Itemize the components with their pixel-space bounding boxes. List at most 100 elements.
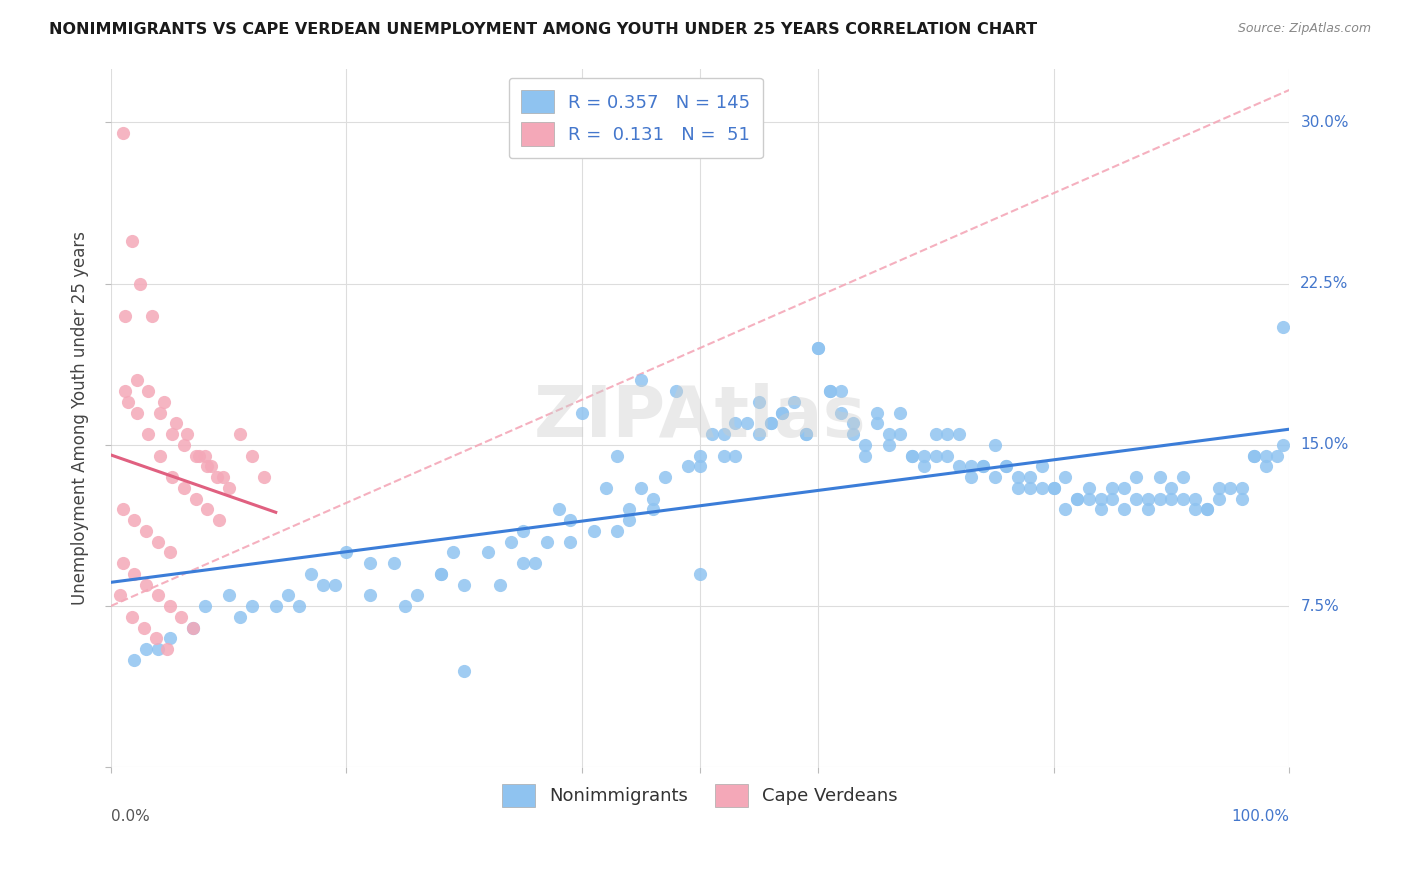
Point xyxy=(759,417,782,431)
Point xyxy=(1090,491,1112,506)
Point xyxy=(1019,481,1042,495)
Point xyxy=(853,449,876,463)
Point xyxy=(842,427,865,442)
Point xyxy=(713,449,735,463)
Point xyxy=(149,405,172,419)
Point xyxy=(536,534,558,549)
Point xyxy=(654,470,676,484)
Point xyxy=(665,384,688,398)
Point xyxy=(149,449,172,463)
Point xyxy=(748,394,770,409)
Text: ZIPAtlas: ZIPAtlas xyxy=(534,384,866,452)
Point xyxy=(794,427,817,442)
Point xyxy=(1136,491,1159,506)
Point xyxy=(912,449,935,463)
Point xyxy=(453,577,475,591)
Point xyxy=(124,513,146,527)
Point xyxy=(121,234,143,248)
Point xyxy=(1230,491,1253,506)
Point xyxy=(972,459,994,474)
Point xyxy=(1160,481,1182,495)
Point xyxy=(595,481,617,495)
Point xyxy=(125,373,148,387)
Point xyxy=(160,427,183,442)
Point xyxy=(936,449,959,463)
Point xyxy=(842,417,865,431)
Point xyxy=(619,502,641,516)
Point xyxy=(560,534,582,549)
Point xyxy=(229,609,252,624)
Point xyxy=(406,588,429,602)
Point xyxy=(1031,481,1053,495)
Point xyxy=(948,459,970,474)
Point xyxy=(1149,491,1171,506)
Point xyxy=(323,577,346,591)
Point xyxy=(889,405,911,419)
Point xyxy=(382,556,405,570)
Point xyxy=(1267,449,1289,463)
Point xyxy=(960,459,983,474)
Point xyxy=(866,405,889,419)
Point xyxy=(1077,481,1099,495)
Point xyxy=(156,642,179,657)
Point xyxy=(132,620,155,634)
Point xyxy=(125,405,148,419)
Point xyxy=(181,620,204,634)
Point xyxy=(689,459,711,474)
Point xyxy=(1195,502,1218,516)
Point xyxy=(735,417,758,431)
Point xyxy=(830,405,852,419)
Point xyxy=(877,427,900,442)
Point xyxy=(641,491,664,506)
Point xyxy=(1136,502,1159,516)
Point xyxy=(924,449,946,463)
Point xyxy=(1230,481,1253,495)
Point xyxy=(184,449,207,463)
Point xyxy=(983,470,1005,484)
Point xyxy=(1007,481,1029,495)
Point xyxy=(146,534,169,549)
Point xyxy=(197,459,219,474)
Point xyxy=(170,609,193,624)
Point xyxy=(197,502,219,516)
Point xyxy=(200,459,222,474)
Point xyxy=(453,664,475,678)
Point xyxy=(866,417,889,431)
Point xyxy=(606,449,628,463)
Point xyxy=(141,309,163,323)
Point xyxy=(619,513,641,527)
Point xyxy=(700,427,723,442)
Point xyxy=(877,438,900,452)
Point xyxy=(218,588,240,602)
Point xyxy=(108,588,131,602)
Point xyxy=(152,394,174,409)
Point xyxy=(560,513,582,527)
Point xyxy=(359,588,381,602)
Point xyxy=(995,459,1018,474)
Point xyxy=(501,534,523,549)
Point xyxy=(571,405,593,419)
Point xyxy=(312,577,335,591)
Point xyxy=(901,449,924,463)
Point xyxy=(1007,470,1029,484)
Point xyxy=(229,427,252,442)
Point xyxy=(960,470,983,484)
Point xyxy=(135,524,157,538)
Point xyxy=(394,599,416,613)
Point xyxy=(1219,481,1241,495)
Point xyxy=(335,545,357,559)
Point xyxy=(173,438,195,452)
Point xyxy=(1272,319,1295,334)
Point xyxy=(1208,491,1230,506)
Point xyxy=(1125,470,1147,484)
Point xyxy=(1272,438,1295,452)
Point xyxy=(724,417,747,431)
Point xyxy=(889,427,911,442)
Point xyxy=(641,502,664,516)
Point xyxy=(1184,491,1206,506)
Point xyxy=(759,417,782,431)
Point xyxy=(477,545,499,559)
Point xyxy=(208,513,231,527)
Point xyxy=(124,653,146,667)
Point xyxy=(1160,491,1182,506)
